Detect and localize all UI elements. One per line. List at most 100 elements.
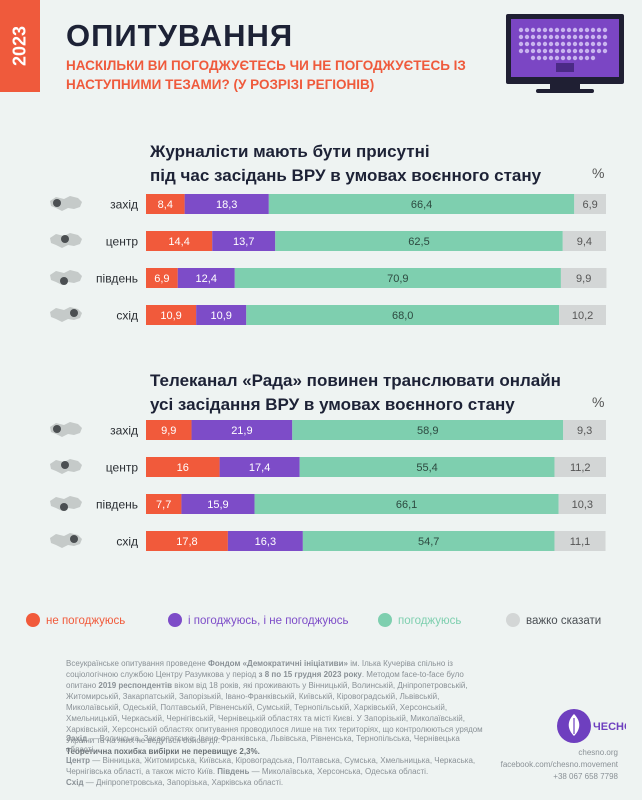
map-highlight-region	[61, 235, 69, 243]
data-label: 10,9	[160, 310, 181, 322]
map-shape	[50, 496, 82, 511]
bar-row-південь: південь 6,9 12,4 70,9 9,9	[50, 268, 607, 288]
methodology-text-d: віком від 18 років, які проживають у Він…	[66, 681, 483, 745]
bar-segment-погоджуюсь	[302, 531, 555, 551]
region-east-list: — Дніпропетровська, Запорізька, Харківсь…	[83, 778, 284, 787]
category-label: центр	[106, 235, 139, 249]
year-label: 2023	[9, 25, 30, 67]
bar-segment-погоджуюсь	[275, 231, 563, 251]
map-highlight-region	[61, 461, 69, 469]
legend-label: погоджуюсь	[398, 615, 461, 627]
chart2-title-line2: усі засідання ВРУ в умовах воєнного стан…	[150, 395, 515, 414]
map-highlight-region	[53, 425, 61, 433]
legend-swatch	[168, 613, 182, 627]
chart2-title-line1: Телеканал «Рада» повинен транслювати онл…	[150, 371, 561, 390]
data-label: 12,4	[196, 273, 217, 285]
category-label: центр	[106, 461, 139, 475]
data-label: 9,9	[161, 425, 176, 437]
legend-swatch	[506, 613, 520, 627]
data-label: 54,7	[418, 536, 439, 548]
ukraine-map-icon	[50, 422, 82, 437]
bar-segment-і погоджуюсь, і не погоджуюсь	[191, 420, 293, 440]
data-label: 16,3	[255, 536, 276, 548]
data-label: 8,4	[158, 199, 173, 211]
bar-segment-не погоджуюсь	[146, 268, 178, 288]
region-center-list: — Вінницька, Житомирська, Київська, Кіро…	[66, 756, 476, 776]
brand-phone: +38 067 658 7798	[553, 772, 618, 781]
bar-segment-важко сказати	[554, 531, 606, 551]
chart2-title: Телеканал «Рада» повинен транслювати онл…	[150, 369, 561, 417]
data-label: 15,9	[207, 499, 228, 511]
category-label: південь	[96, 498, 138, 512]
data-label: 9,3	[577, 425, 592, 437]
bar-row-захід: захід 8,4 18,3 66,4 6,9	[50, 194, 606, 214]
methodology-org: Фондом «Демократичні ініціативи»	[208, 659, 348, 668]
data-label: 17,4	[249, 462, 270, 474]
bar-segment-погоджуюсь	[254, 494, 559, 514]
map-shape	[50, 270, 82, 285]
legend-label: важко сказати	[526, 615, 601, 627]
data-label: 9,9	[576, 273, 591, 285]
chart1-title-line2: під час засідань ВРУ в умовах воєнного с…	[150, 166, 542, 185]
bar-segment-і погоджуюсь, і не погоджуюсь	[177, 268, 235, 288]
data-label: 7,7	[156, 499, 171, 511]
bar-segment-не погоджуюсь	[146, 231, 213, 251]
data-label: 70,9	[387, 273, 408, 285]
data-label: 21,9	[231, 425, 252, 437]
page-subtitle: НАСКІЛЬКИ ВИ ПОГОДЖУЄТЕСЬ ЧИ НЕ ПОГОДЖУЄ…	[66, 58, 466, 92]
page-title: ОПИТУВАННЯ	[66, 18, 294, 53]
data-label: 68,0	[392, 310, 413, 322]
methodology-text-c: . Методом face-to-face було опитано	[66, 670, 464, 690]
methodology-text-a: Всеукраїнське опитування проведене	[66, 659, 209, 668]
ukraine-map-icon	[50, 233, 82, 248]
bar-segment-важко сказати	[562, 231, 606, 251]
chart-legend: не погоджуюсь і погоджуюсь, і не погоджую…	[26, 613, 601, 627]
legend-item: погоджуюсь	[378, 613, 461, 627]
methodology-respondents: 2019 респондентів	[98, 681, 173, 690]
category-label: схід	[116, 309, 138, 323]
category-label: південь	[96, 272, 138, 286]
data-label: 11,1	[570, 536, 591, 548]
brand-facebook[interactable]: facebook.com/chesno.movement	[500, 760, 618, 769]
ukraine-map-icon	[50, 196, 82, 211]
legend-swatch	[26, 613, 40, 627]
data-label: 14,4	[168, 236, 189, 248]
bar-segment-погоджуюсь	[292, 420, 564, 440]
region-south-list: — Миколаївська, Херсонська, Одеська обла…	[249, 767, 429, 776]
bar-segment-не погоджуюсь	[146, 194, 185, 214]
ukraine-map-icon	[50, 459, 82, 474]
chesno-logo: ЧЕСНО	[557, 709, 626, 743]
bar-row-схід: схід 10,9 10,9 68,0 10,2	[50, 305, 606, 325]
bar-segment-важко сказати	[574, 194, 606, 214]
bar-segment-і погоджуюсь, і не погоджуюсь	[196, 305, 247, 325]
bar-segment-і погоджуюсь, і не погоджуюсь	[219, 457, 300, 477]
data-label: 55,4	[416, 462, 437, 474]
bar-segment-важко сказати	[559, 305, 606, 325]
bar-segment-і погоджуюсь, і не погоджуюсь	[184, 194, 269, 214]
data-label: 6,9	[582, 199, 597, 211]
bar-segment-не погоджуюсь	[146, 531, 228, 551]
region-east-key: Схід	[66, 778, 84, 787]
data-label: 66,1	[396, 499, 417, 511]
region-south-key: Південь	[217, 767, 250, 776]
brand-site[interactable]: chesno.org	[578, 748, 618, 757]
data-label: 11,2	[570, 462, 591, 474]
data-label: 66,4	[411, 199, 432, 211]
bar-segment-і погоджуюсь, і не погоджуюсь	[227, 531, 303, 551]
parliament-tv-icon	[506, 14, 624, 93]
legend-item: важко сказати	[506, 613, 601, 627]
methodology-text-b: ім. Ількa Кучеріва спільно із соціологіч…	[66, 659, 453, 679]
region-center-key: Центр	[66, 756, 91, 765]
legend-swatch	[378, 613, 392, 627]
data-label: 9,4	[577, 236, 592, 248]
chart2-percent-unit: %	[592, 394, 605, 410]
data-label: 13,7	[233, 236, 254, 248]
data-label: 18,3	[216, 199, 237, 211]
year-band: 2023	[0, 0, 40, 92]
data-label: 10,3	[572, 499, 593, 511]
data-label: 58,9	[417, 425, 438, 437]
bar-segment-не погоджуюсь	[146, 420, 192, 440]
bar-segment-важко сказати	[563, 420, 606, 440]
bar-row-захід: захід 9,9 21,9 58,9 9,3	[50, 420, 606, 440]
data-label: 62,5	[408, 236, 429, 248]
